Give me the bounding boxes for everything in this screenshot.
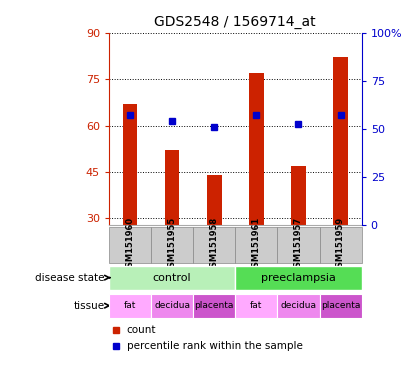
Text: GSM151955: GSM151955	[168, 217, 177, 273]
Bar	[151, 227, 193, 263]
Bar	[122, 104, 137, 225]
Text: percentile rank within the sample: percentile rank within the sample	[127, 341, 302, 351]
Text: disease state: disease state	[35, 273, 105, 283]
Bar	[319, 294, 362, 318]
Text: preeclampsia: preeclampsia	[261, 273, 336, 283]
Text: GSM151958: GSM151958	[210, 217, 219, 273]
Bar	[235, 294, 277, 318]
Text: control: control	[153, 273, 192, 283]
Bar	[333, 58, 348, 225]
Bar	[235, 227, 277, 263]
Text: fat: fat	[250, 301, 263, 310]
Text: placenta: placenta	[194, 301, 234, 310]
Text: decidua: decidua	[280, 301, 316, 310]
Text: count: count	[127, 325, 156, 335]
Text: GSM151959: GSM151959	[336, 217, 345, 273]
Bar	[207, 175, 222, 225]
Title: GDS2548 / 1569714_at: GDS2548 / 1569714_at	[155, 15, 316, 29]
Bar	[109, 294, 151, 318]
Bar	[109, 266, 235, 290]
Text: GSM151961: GSM151961	[252, 217, 261, 273]
Bar	[109, 227, 151, 263]
Bar	[277, 227, 320, 263]
Text: GSM151960: GSM151960	[125, 217, 134, 273]
Bar	[165, 150, 180, 225]
Bar	[151, 294, 193, 318]
Bar	[235, 266, 362, 290]
Bar	[319, 227, 362, 263]
Bar	[291, 166, 306, 225]
Bar	[277, 294, 320, 318]
Bar	[249, 73, 264, 225]
Text: tissue: tissue	[74, 301, 105, 311]
Text: fat: fat	[124, 301, 136, 310]
Text: decidua: decidua	[154, 301, 190, 310]
Bar	[193, 227, 235, 263]
Text: placenta: placenta	[321, 301, 360, 310]
Bar	[193, 294, 235, 318]
Text: GSM151957: GSM151957	[294, 217, 303, 273]
